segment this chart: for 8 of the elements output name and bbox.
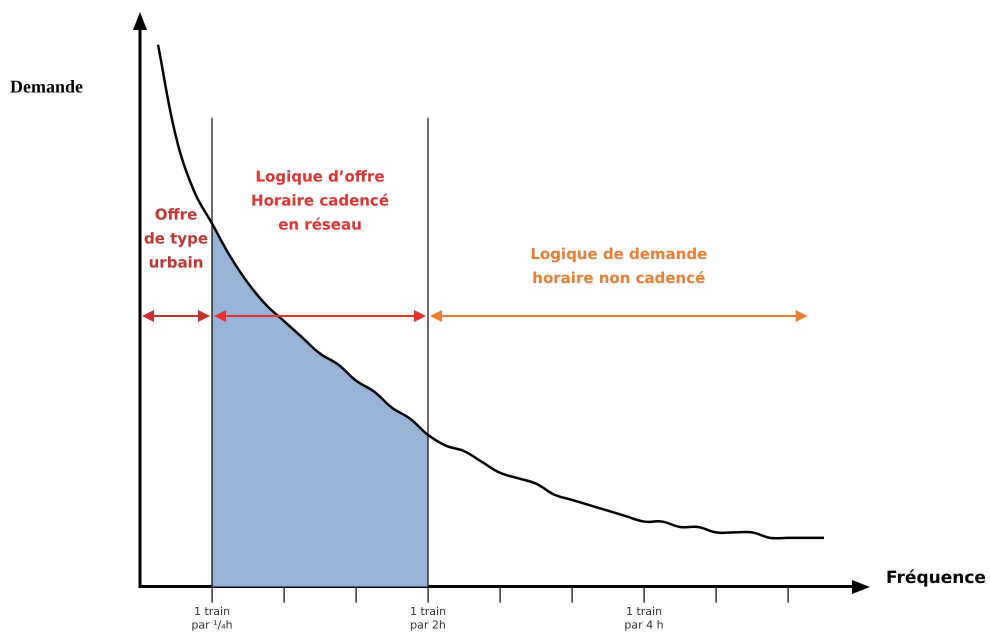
x-tick-label: 1 train par ¹/₄h: [191, 605, 233, 632]
x-tick-label: 1 train par 2h: [410, 605, 446, 632]
annotation: Offre de type urbain: [144, 206, 208, 272]
annotation: Logique d’offre Horaire cadencé en réseau: [251, 168, 389, 234]
y-axis-title: Demande: [10, 76, 84, 97]
annotation: Logique de demande horaire non cadencé: [530, 244, 708, 287]
x-axis-title: Fréquence: [886, 568, 986, 588]
x-tick-label: 1 train par 4 h: [624, 605, 664, 632]
